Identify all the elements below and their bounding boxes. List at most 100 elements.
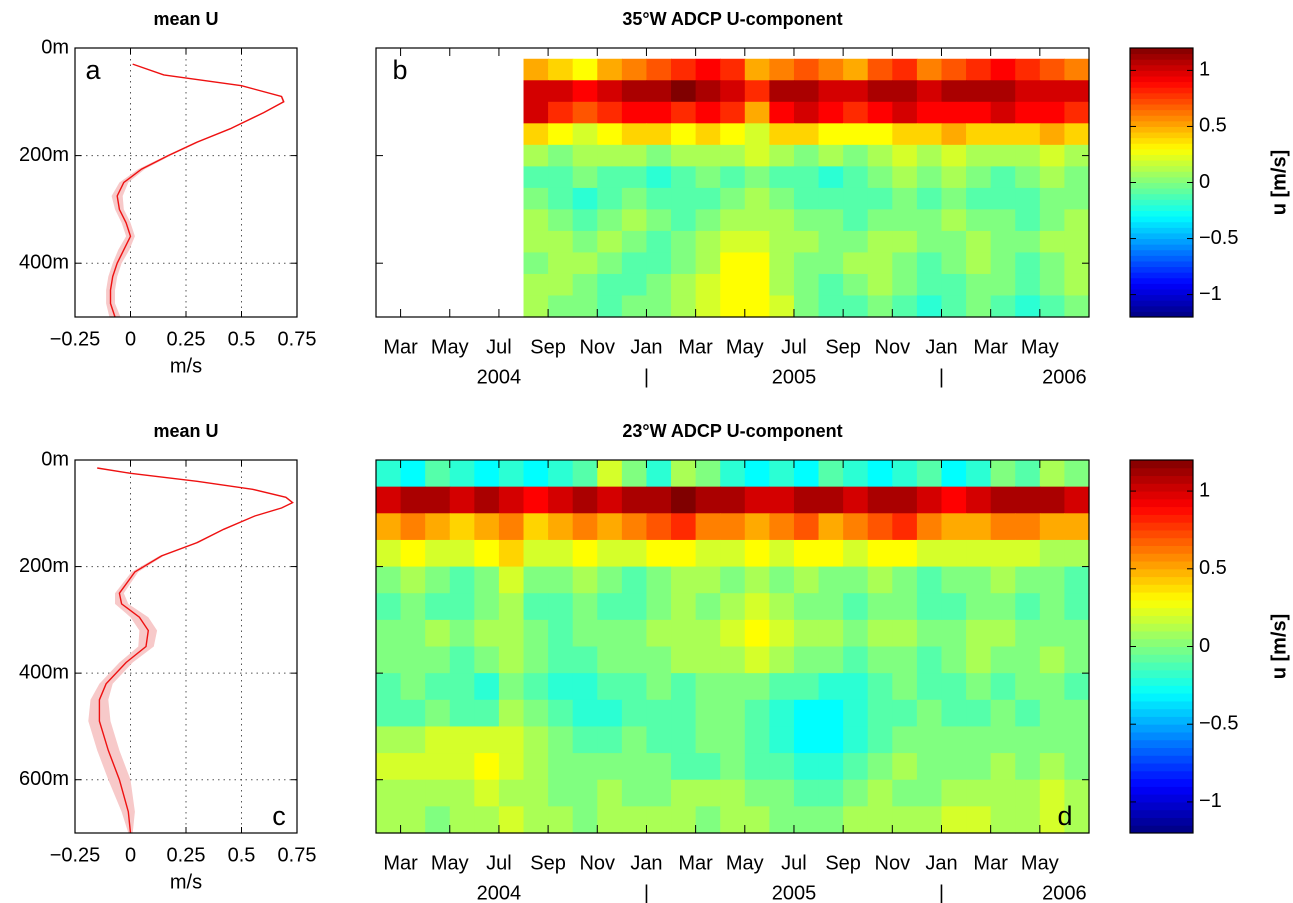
heatmap-cell	[892, 101, 918, 124]
heatmap-cell	[843, 699, 869, 728]
colorbar-band	[1130, 64, 1193, 71]
heatmap-cell	[843, 513, 869, 541]
year-label: |	[939, 366, 944, 388]
heatmap-cell	[1015, 593, 1041, 621]
heatmap-cell	[376, 460, 402, 488]
heatmap-cell	[867, 539, 893, 568]
heatmap-cell	[990, 699, 1016, 728]
heatmap-cell	[769, 566, 795, 594]
heatmap-cell	[892, 566, 918, 594]
colorbar-band	[1130, 623, 1193, 632]
colorbar-band	[1130, 210, 1193, 217]
heatmap-cell	[671, 806, 697, 834]
heatmap-cell	[720, 593, 746, 621]
heatmap-cell	[597, 209, 623, 232]
heatmap-cell	[400, 753, 426, 781]
heatmap-cell	[916, 80, 943, 103]
heatmap-cell	[720, 209, 746, 232]
colorbar-tick-label: 1	[1199, 479, 1210, 501]
heatmap-cell	[966, 144, 992, 167]
colorbar-tick-label: 0.5	[1199, 557, 1227, 579]
heatmap-cell	[621, 209, 648, 232]
heatmap-cell	[990, 539, 1016, 568]
heatmap-cell	[892, 252, 918, 275]
heatmap-cell	[793, 252, 820, 275]
heatmap-cell	[572, 295, 598, 318]
heatmap-cell	[1015, 209, 1041, 232]
heatmap-cell	[474, 460, 500, 488]
x-tick-label: Mar	[383, 336, 418, 358]
heatmap-cell	[744, 646, 770, 674]
heatmap-cell	[400, 539, 426, 568]
colorbar-band	[1130, 221, 1193, 228]
heatmap-cell	[867, 779, 893, 807]
heatmap-cell	[523, 80, 549, 103]
heatmap-cell	[1015, 187, 1041, 210]
heatmap-cell	[843, 58, 869, 81]
heatmap-cell	[671, 726, 697, 754]
heatmap-cell	[720, 513, 746, 541]
heatmap-cell	[646, 673, 672, 701]
heatmap-cell	[941, 252, 967, 275]
heatmap-cell	[621, 101, 648, 124]
year-label: |	[644, 882, 649, 903]
heatmap-cell	[671, 295, 697, 318]
heatmap-cell	[769, 646, 795, 674]
heatmap-cell	[1064, 513, 1090, 541]
heatmap-cell	[498, 593, 525, 621]
heatmap-cell	[769, 673, 795, 701]
colorbar-band	[1130, 48, 1193, 55]
heatmap-cell	[425, 699, 451, 728]
heatmap-cell	[769, 209, 795, 232]
heatmap-cell	[695, 619, 721, 648]
heatmap-cell	[793, 593, 820, 621]
colorbar-band	[1130, 716, 1193, 725]
heatmap-cell	[1015, 295, 1041, 318]
heatmap-cell	[474, 593, 500, 621]
heatmap-cell	[523, 166, 549, 189]
heatmap-cell	[843, 209, 869, 232]
heatmap-cell	[671, 513, 697, 541]
heatmap-cell	[671, 460, 697, 488]
heatmap-cell	[695, 58, 721, 81]
heatmap-cell	[695, 166, 721, 189]
heatmap-cell	[523, 593, 549, 621]
heatmap-cell	[572, 566, 598, 594]
heatmap-cell	[843, 539, 869, 568]
heatmap-cell	[867, 726, 893, 754]
heatmap-cell	[744, 619, 770, 648]
heatmap-cell	[597, 273, 623, 297]
heatmap-cell	[597, 295, 623, 318]
heatmap-cell	[498, 486, 525, 514]
year-label: |	[644, 366, 649, 388]
heatmap-cell	[769, 252, 795, 275]
heatmap-cell	[597, 460, 623, 488]
x-tick-label: Mar	[678, 336, 713, 358]
heatmap-cell	[1015, 460, 1041, 488]
heatmap-cell	[818, 673, 844, 701]
heatmap-cell	[1015, 646, 1041, 674]
heatmap-cell	[1039, 58, 1066, 81]
heatmap-cell	[646, 101, 672, 124]
heatmap-cell	[523, 252, 549, 275]
heatmap-cell	[769, 593, 795, 621]
colorbar-band	[1130, 115, 1193, 122]
heatmap-cell	[916, 230, 943, 254]
heatmap-cell	[449, 699, 475, 728]
heatmap-cell	[621, 566, 648, 594]
heatmap-cell	[843, 673, 869, 701]
heatmap-cell	[769, 539, 795, 568]
heatmap-cell	[597, 486, 623, 514]
heatmap-cell	[818, 753, 844, 781]
heatmap-cell	[498, 539, 525, 568]
heatmap-cell	[548, 779, 574, 807]
heatmap-cell	[793, 673, 820, 701]
panel-letter: c	[272, 801, 286, 831]
heatmap-cell	[621, 187, 648, 210]
heatmap-cell	[523, 646, 549, 674]
heatmap-cell	[843, 806, 869, 834]
panel-letter: d	[1057, 801, 1072, 831]
heatmap-cell	[474, 619, 500, 648]
y-tick-label: 200m	[19, 555, 69, 577]
heatmap-cell	[990, 101, 1016, 124]
